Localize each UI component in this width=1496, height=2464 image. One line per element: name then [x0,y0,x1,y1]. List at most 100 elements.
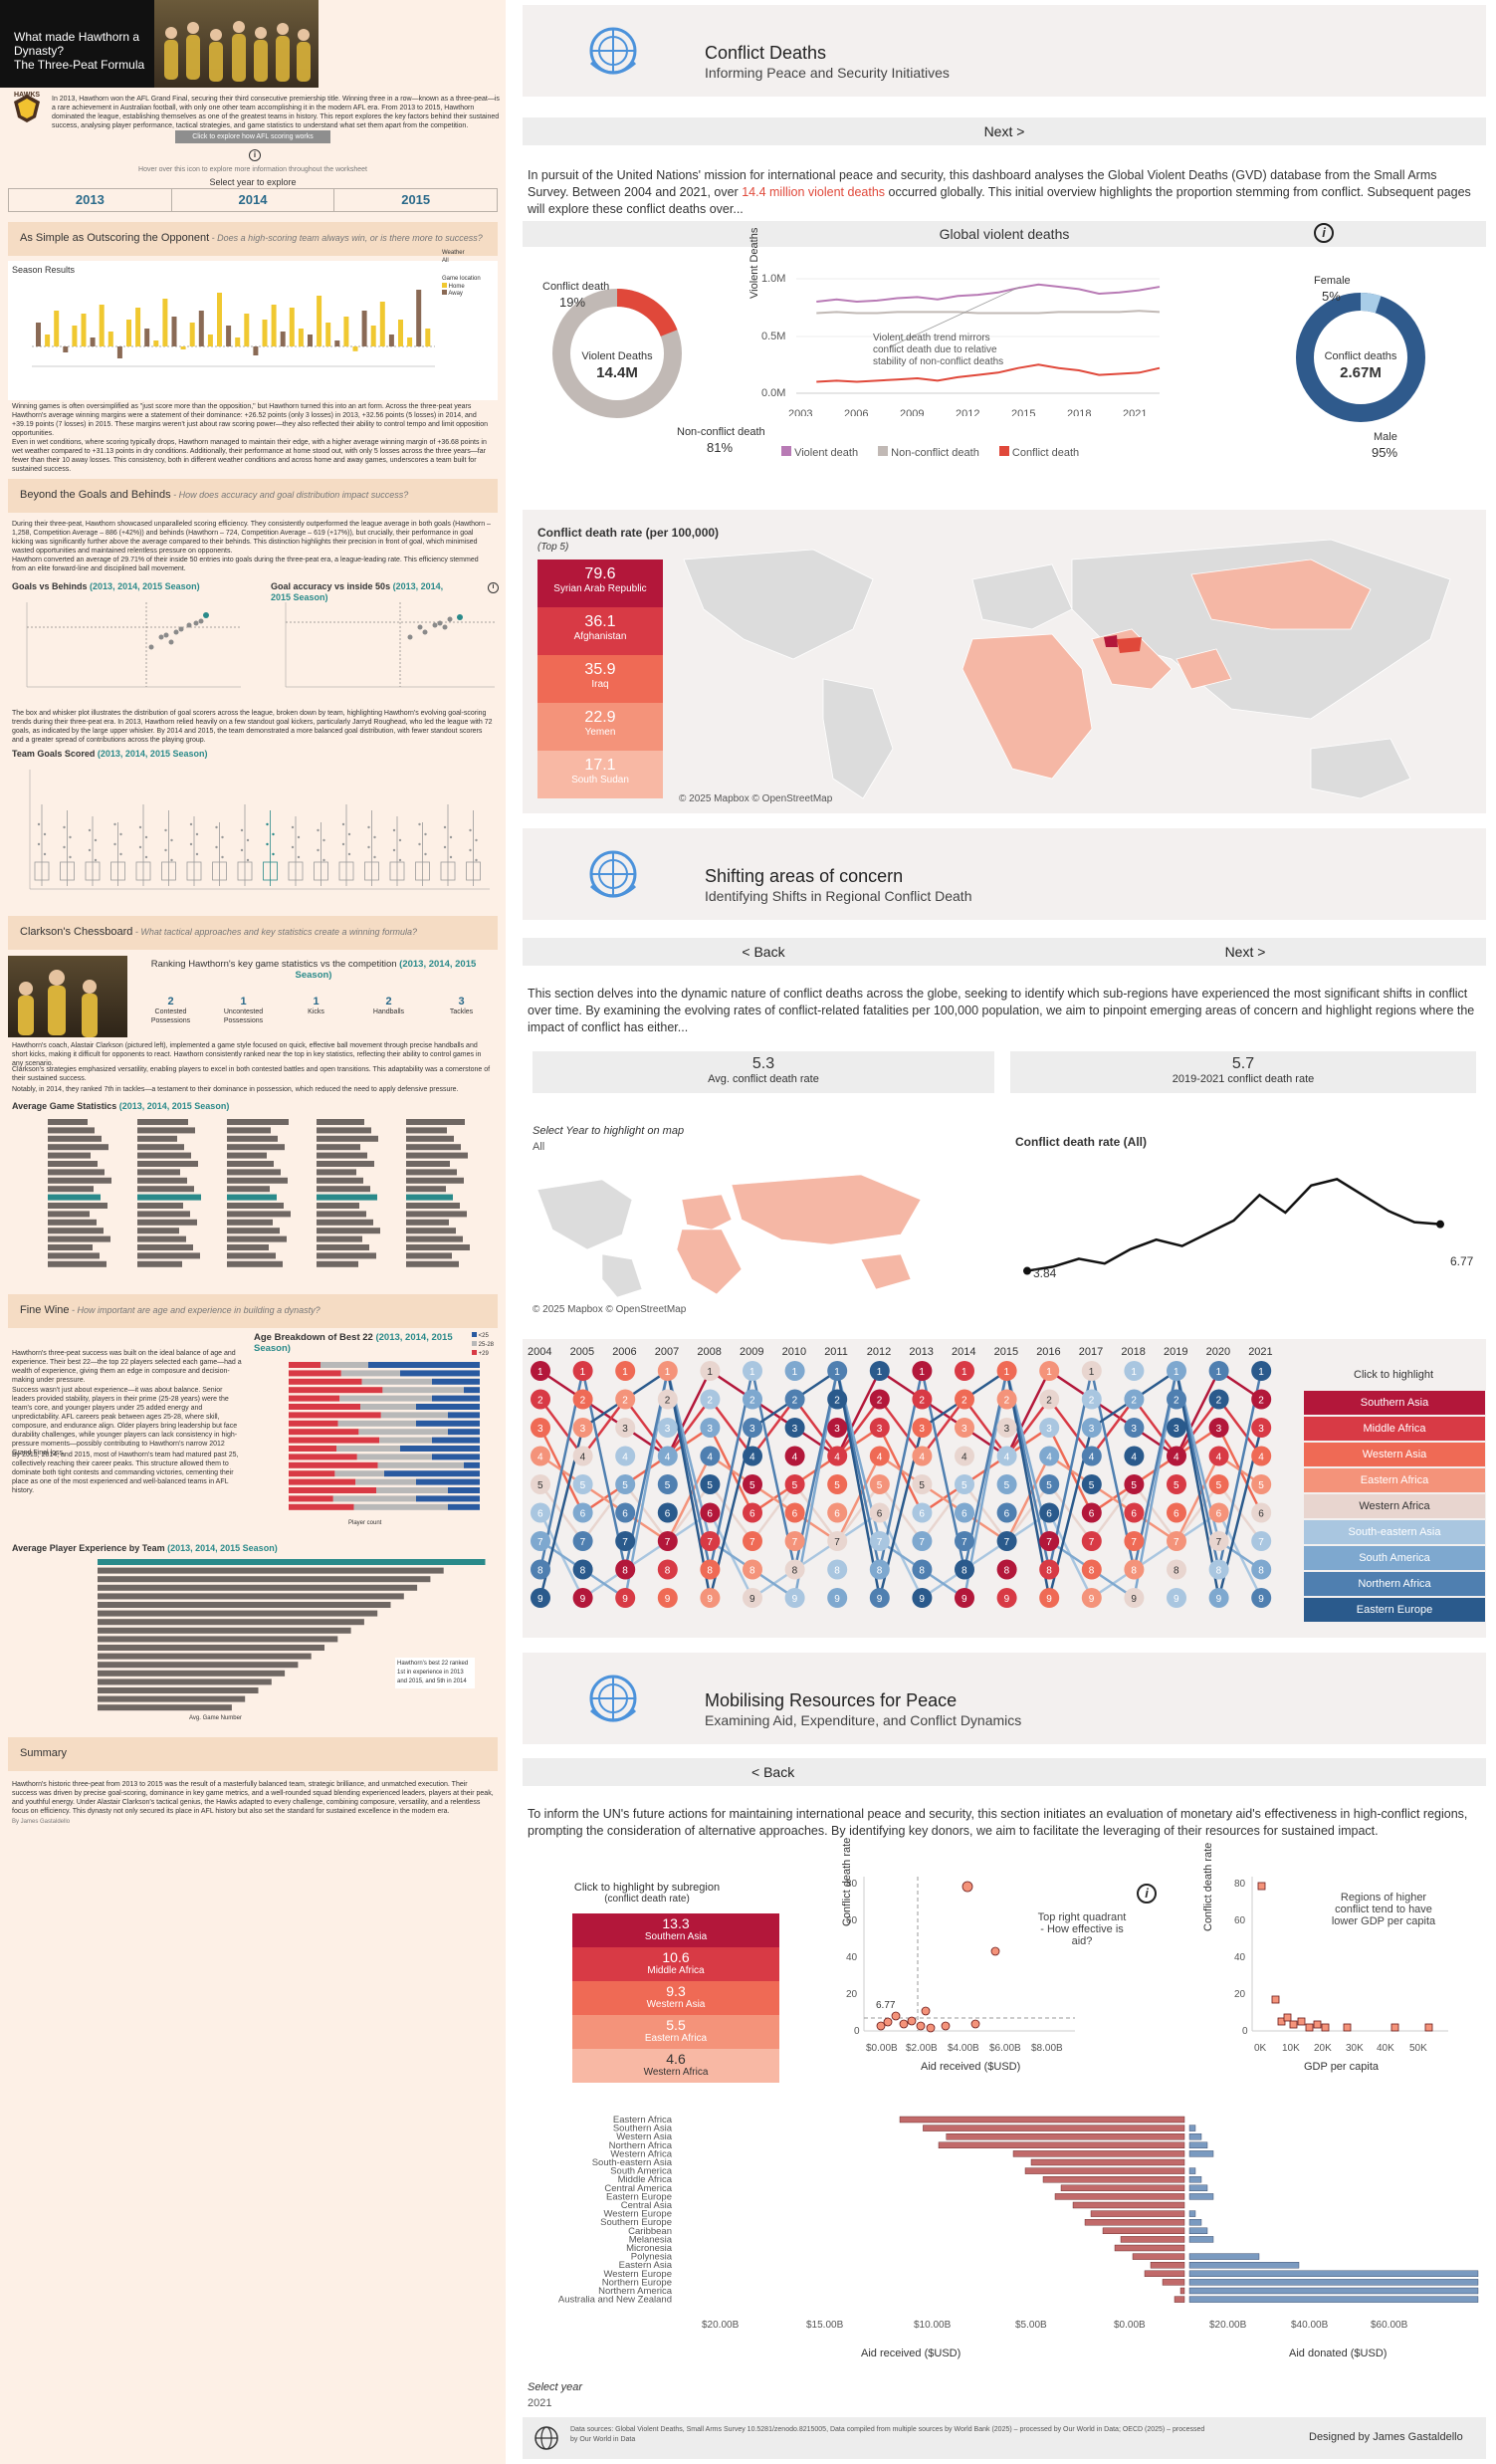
experience-bar[interactable] [98,1653,312,1660]
bump-dot[interactable] [1081,1502,1102,1523]
bump-dot[interactable] [531,1531,550,1551]
bump-dot[interactable] [912,1531,933,1551]
bump-dot[interactable] [700,1531,721,1551]
bump-dot[interactable] [996,1389,1017,1410]
aid-received-bar[interactable] [1120,2236,1185,2243]
bump-dot[interactable] [615,1474,636,1494]
bump-dot[interactable] [743,1588,762,1608]
avg-stat-bar[interactable] [227,1203,284,1209]
avg-stat-bar[interactable] [137,1119,188,1125]
avg-stat-bar[interactable] [48,1144,108,1151]
bump-dot[interactable] [743,1446,762,1466]
bump-dot[interactable] [572,1361,593,1381]
box[interactable] [212,861,227,881]
season-bar[interactable] [144,329,150,346]
aid-donated-bar[interactable] [1188,2167,1196,2174]
aid-received-bar[interactable] [1012,2150,1185,2157]
region-legend-item[interactable]: Eastern Europe [1304,1598,1485,1622]
season-bar[interactable] [298,329,304,346]
season-bar[interactable] [370,326,376,346]
subregion-eastern-africa[interactable]: 5.5 Eastern Africa [572,2015,779,2049]
info-icon[interactable]: i [1137,1884,1157,1904]
avg-stat-bar[interactable] [227,1169,281,1176]
avg-stat-bar[interactable] [317,1169,356,1176]
age-prime-bar[interactable] [340,1370,400,1377]
bump-dot[interactable] [531,1446,550,1466]
season-bar[interactable] [72,326,78,346]
age-old-bar[interactable] [289,1478,356,1485]
bump-dot[interactable] [955,1502,974,1523]
bump-dot[interactable] [1081,1588,1102,1608]
avg-stat-bar[interactable] [317,1211,366,1218]
bump-dot[interactable] [1081,1389,1102,1410]
avg-stat-bar[interactable] [317,1152,367,1159]
p2-back-button[interactable]: < Back [523,938,1004,966]
age-young-bar[interactable] [416,1420,480,1427]
bump-dot[interactable] [784,1361,805,1381]
bump-dot[interactable] [1251,1389,1272,1410]
box[interactable] [34,861,50,881]
bump-dot[interactable] [869,1531,890,1551]
subregion-western-africa[interactable]: 4.6 Western Africa [572,2049,779,2083]
bump-dot[interactable] [700,1559,721,1580]
bump-dot[interactable] [1124,1389,1145,1410]
avg-stat-bar[interactable] [137,1135,177,1142]
box[interactable] [135,861,151,881]
avg-stat-bar[interactable] [406,1211,467,1218]
region-legend-item[interactable]: South America [1304,1546,1485,1570]
season-bar[interactable] [244,314,250,346]
aid-received-bar[interactable] [1024,2167,1185,2174]
age-young-bar[interactable] [448,1487,480,1493]
experience-bar[interactable] [98,1610,378,1617]
bump-dot[interactable] [1251,1502,1272,1523]
box[interactable] [288,861,304,881]
avg-stat-bar[interactable] [48,1169,105,1176]
age-young-bar[interactable] [368,1362,480,1368]
aid-donated-bar[interactable] [1188,2279,1479,2286]
bump-dot[interactable] [700,1474,721,1494]
avg-stat-bar[interactable] [227,1119,289,1125]
avg-stat-bar[interactable] [48,1194,101,1201]
avg-stat-bar[interactable] [406,1252,452,1259]
bump-dot[interactable] [869,1502,890,1523]
age-prime-bar[interactable] [382,1387,464,1394]
aid-received-bar[interactable] [1144,2270,1185,2278]
experience-bar[interactable] [98,1695,246,1702]
avg-stat-bar[interactable] [406,1177,464,1184]
bump-dot[interactable] [912,1361,933,1381]
aid-received-bar[interactable] [1042,2175,1185,2183]
age-old-bar[interactable] [289,1437,380,1444]
age-young-bar[interactable] [432,1378,480,1385]
age-old-bar[interactable] [289,1461,378,1468]
avg-stat-bar[interactable] [227,1127,271,1134]
bump-dot[interactable] [657,1474,678,1494]
bump-dot[interactable] [784,1446,805,1466]
season-bar[interactable] [217,293,222,346]
season-bar[interactable] [226,326,232,346]
avg-stat-bar[interactable] [137,1219,197,1226]
bump-dot[interactable] [700,1389,721,1410]
experience-bar[interactable] [98,1627,351,1634]
experience-bar[interactable] [98,1636,338,1643]
box[interactable] [60,861,75,881]
age-prime-bar[interactable] [334,1470,384,1477]
bump-dot[interactable] [996,1559,1017,1580]
season-bar[interactable] [180,346,186,349]
avg-stat-bar[interactable] [406,1244,470,1250]
bump-dot[interactable] [1251,1361,1272,1381]
age-prime-bar[interactable] [356,1454,432,1460]
bump-dot[interactable] [784,1389,805,1410]
avg-stat-bar[interactable] [48,1127,95,1134]
experience-bar[interactable] [98,1662,299,1669]
bump-dot[interactable] [615,1502,636,1523]
age-old-bar[interactable] [289,1404,360,1410]
box[interactable] [110,861,125,881]
avg-stat-bar[interactable] [317,1203,359,1209]
bump-dot[interactable] [784,1502,805,1523]
bump-dot[interactable] [700,1588,721,1608]
bump-dot[interactable] [1039,1502,1060,1523]
bump-dot[interactable] [912,1389,933,1410]
avg-stat-bar[interactable] [48,1203,107,1209]
avg-stat-bar[interactable] [317,1228,380,1234]
age-young-bar[interactable] [432,1395,480,1402]
